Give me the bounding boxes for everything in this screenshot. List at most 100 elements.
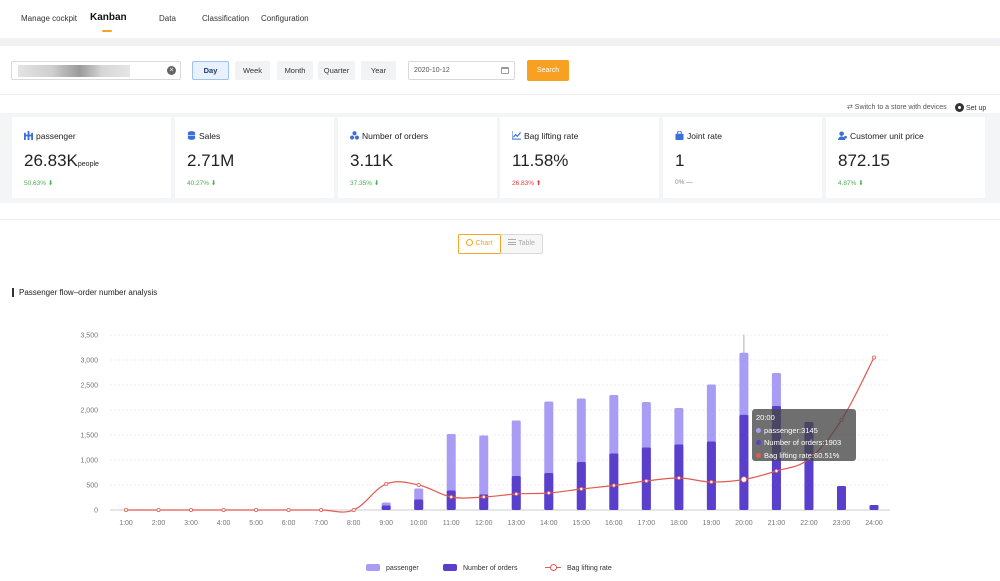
x-tick-label: 10:00 [410, 520, 428, 527]
passenger-dot-icon [756, 427, 761, 433]
chart-view-button[interactable]: Chart [458, 234, 501, 254]
header-divider [0, 38, 1000, 46]
card-label-wrap: Number of orders [350, 131, 428, 141]
rate-point [319, 507, 324, 512]
x-tick-label: 13:00 [507, 520, 525, 527]
card-delta: 26.83% ⬆ [512, 179, 541, 187]
arrow-down-icon: ⬇ [210, 180, 217, 187]
x-tick-label: 12:00 [475, 520, 493, 527]
delta-value: 26.83% [512, 180, 535, 187]
legend-orders[interactable]: Number of orders [443, 564, 517, 572]
metric-card-sales[interactable]: Sales 2.71M 40.27% ⬇ [175, 117, 334, 198]
calendar-icon[interactable] [501, 67, 509, 74]
y-tick-label: 3,500 [80, 333, 98, 340]
passenger-bar [479, 435, 489, 510]
legend-passenger[interactable]: passenger [366, 564, 419, 572]
orders-bar [479, 494, 489, 510]
metric-card-orders[interactable]: Number of orders 3.11K 37.35% ⬇ [338, 117, 497, 198]
legend-swatch [443, 564, 457, 571]
x-tick-label: 1:00 [119, 520, 133, 527]
x-tick-label: 14:00 [540, 520, 558, 527]
card-value: 3.11K [350, 151, 394, 170]
nav-data[interactable]: Data [159, 14, 176, 23]
rate-point [189, 507, 194, 512]
orders-bar [381, 505, 391, 510]
card-label-wrap: Joint rate [675, 131, 722, 141]
x-tick-label: 24:00 [865, 520, 883, 527]
legend-label: Number of orders [463, 565, 518, 572]
search-button[interactable]: Search [527, 60, 569, 81]
period-day-button[interactable]: Day [192, 61, 229, 80]
date-picker-input[interactable]: 2020-10-12 [408, 61, 515, 80]
table-view-button[interactable]: Table [501, 234, 543, 254]
card-value: 1 [675, 151, 685, 170]
switch-store-link[interactable]: ⇄ Switch to a store with devices [847, 104, 947, 111]
x-tick-label: 21:00 [768, 520, 786, 527]
x-tick-label: 18:00 [670, 520, 688, 527]
tooltip-orders: Number of orders:1903 [764, 438, 842, 447]
rate-point [514, 491, 519, 496]
rate-point [416, 482, 421, 487]
y-tick-label: 2,500 [80, 383, 98, 390]
card-unit: people [77, 161, 99, 168]
rate-point [286, 507, 291, 512]
orders-bar [446, 490, 456, 510]
rate-point [709, 479, 714, 484]
x-tick-label: 6:00 [282, 520, 296, 527]
x-tick-label: 4:00 [217, 520, 231, 527]
rate-point [644, 478, 649, 483]
card-label: Bag lifting rate [524, 131, 579, 141]
store-name-redacted [18, 65, 130, 77]
delta-value: 50.63% [24, 180, 47, 187]
table-view-label: Table [518, 240, 535, 247]
metric-card-customer-unit-price[interactable]: Customer unit price 872.15 4.87% ⬇ [826, 117, 985, 198]
delta-value: 40.27% [187, 180, 210, 187]
store-select-input[interactable]: × [11, 61, 181, 80]
y-tick-label: 500 [86, 483, 98, 490]
metric-card-bag-lifting-rate[interactable]: Bag lifting rate 11.58% 26.83% ⬆ [500, 117, 659, 198]
card-label: Number of orders [362, 131, 429, 141]
date-value: 2020-10-12 [414, 67, 450, 74]
bag-icon [675, 131, 684, 140]
card-value: 26.83K [24, 151, 78, 170]
tooltip-rate: Bag lifting rate:60.51% [764, 450, 840, 460]
period-month-button[interactable]: Month [277, 61, 313, 80]
nav-configuration[interactable]: Configuration [261, 14, 309, 23]
card-delta: 4.87% ⬇ [838, 179, 864, 187]
card-value: 872.15 [838, 151, 890, 170]
card-delta: 37.35% ⬇ [350, 179, 379, 187]
cluster-icon [350, 131, 359, 140]
nav-manage-cockpit[interactable]: Manage cockpit [21, 14, 78, 23]
arrow-down-icon: ⬇ [47, 180, 54, 187]
x-tick-label: 3:00 [184, 520, 198, 527]
period-week-button[interactable]: Week [235, 61, 270, 80]
orders-bar [609, 453, 619, 510]
x-tick-label: 20:00 [735, 520, 753, 527]
nav-classification[interactable]: Classification [202, 14, 250, 23]
users-icon [24, 131, 33, 140]
tooltip-passenger: passenger:3145 [764, 425, 818, 435]
setup-link[interactable]: Set up [955, 103, 986, 112]
chart-ring-icon [466, 239, 474, 246]
period-quarter-button[interactable]: Quarter [318, 61, 355, 80]
card-delta: 0% — [675, 179, 693, 186]
legend-bag-lifting-rate[interactable]: Bag lifting rate [545, 564, 612, 572]
period-year-button[interactable]: Year [361, 61, 396, 80]
card-label: Customer unit price [850, 131, 924, 141]
card-value: 11.58% [512, 151, 569, 170]
x-tick-label: 15:00 [573, 520, 591, 527]
rate-point [611, 483, 616, 488]
close-circle-icon[interactable]: × [167, 66, 176, 75]
gear-icon [955, 103, 964, 112]
setup-label: Set up [966, 105, 987, 112]
orders-bar [576, 462, 586, 510]
rate-point [481, 494, 486, 499]
card-label-wrap: passenger [24, 131, 76, 141]
chart-tooltip: 20:00 passenger:3145 Number of orders:19… [752, 409, 856, 461]
orders-dot-icon [756, 440, 761, 445]
metric-card-passenger[interactable]: passenger 26.83Kpeople 50.63% ⬇ [12, 117, 171, 198]
rate-dot-icon [756, 452, 761, 458]
nav-kanban[interactable]: Kanban [90, 12, 127, 23]
dash-icon: — [686, 179, 693, 186]
metric-card-joint-rate[interactable]: Joint rate 1 0% — [663, 117, 822, 198]
